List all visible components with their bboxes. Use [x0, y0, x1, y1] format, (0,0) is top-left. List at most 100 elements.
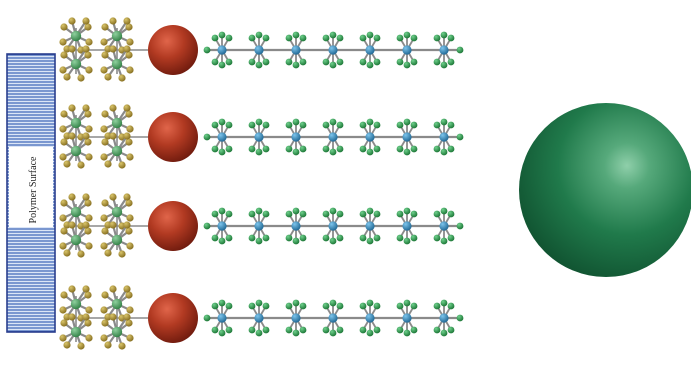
chain-side-atom [218, 118, 226, 126]
chain-side-atom [285, 145, 293, 153]
linker-ligand-atom [125, 51, 133, 59]
linker-ligand-atom [77, 161, 85, 169]
chain-side-atom [248, 34, 256, 42]
linker-ligand-atom [82, 17, 90, 25]
linker-unit [100, 45, 134, 82]
linker-ligand-atom [109, 132, 117, 140]
linker-ligand-atom [84, 199, 92, 207]
linker-core-atom [111, 145, 123, 157]
linker-ligand-atom [85, 306, 93, 314]
chain-side-atom [373, 210, 381, 218]
chain-side-atom [329, 61, 337, 69]
chain-side-atom [211, 234, 219, 242]
linker-ligand-atom [101, 51, 109, 59]
chain-side-atom [329, 237, 337, 245]
chain-terminal-atom [456, 46, 464, 54]
linker-unit [100, 132, 134, 169]
chain-backbone-atom [365, 45, 375, 55]
linker-unit [59, 221, 93, 258]
chain-side-atom [433, 121, 441, 129]
chain-side-atom [433, 326, 441, 334]
linker-ligand-atom [109, 221, 117, 229]
chain-side-atom [262, 121, 270, 129]
linker-ligand-atom [109, 285, 117, 293]
chain-side-atom [248, 210, 256, 218]
linker-core-atom [70, 117, 82, 129]
fluorocarbon-chain [203, 207, 464, 245]
chain-side-atom [433, 34, 441, 42]
linker-ligand-atom [100, 334, 108, 342]
chain-side-atom [299, 58, 307, 66]
chain-side-atom [299, 210, 307, 218]
chain-side-atom [447, 58, 455, 66]
linker-ligand-atom [85, 125, 93, 133]
chain-side-atom [410, 145, 418, 153]
linker-ligand-atom [125, 227, 133, 235]
chain-backbone-atom [328, 313, 338, 323]
linker-ligand-atom [123, 285, 131, 293]
linker-ligand-atom [126, 334, 134, 342]
linker-core-atom [70, 298, 82, 310]
linker-unit [59, 17, 93, 54]
linker-ligand-atom [59, 153, 67, 161]
chain-backbone-atom [328, 45, 338, 55]
linker-ligand-atom [63, 132, 71, 140]
linker-core-atom [70, 206, 82, 218]
chain-side-atom [410, 58, 418, 66]
linker-ligand-atom [104, 221, 112, 229]
chain-backbone-atom [328, 132, 338, 142]
chain-side-atom [292, 299, 300, 307]
chain-side-atom [262, 34, 270, 42]
polymer-surface-label-background [9, 147, 53, 227]
linker-ligand-atom [63, 160, 71, 168]
chain-side-atom [366, 118, 374, 126]
chain-side-atom [292, 207, 300, 215]
linker-ligand-atom [125, 110, 133, 118]
linker-ligand-atom [118, 161, 126, 169]
chain-side-atom [285, 326, 293, 334]
chain-side-atom [285, 34, 293, 42]
linker-ligand-atom [68, 285, 76, 293]
linker-ligand-atom [123, 132, 131, 140]
chain-side-atom [322, 145, 330, 153]
chain-side-atom [225, 210, 233, 218]
chain-side-atom [299, 34, 307, 42]
linker-ligand-atom [118, 342, 126, 350]
large-green-sphere [519, 103, 691, 277]
chain-side-atom [359, 326, 367, 334]
chain-side-atom [396, 121, 404, 129]
chain-backbone-atom [254, 132, 264, 142]
chain-side-atom [336, 234, 344, 242]
linker-ligand-atom [82, 193, 90, 201]
linker-ligand-atom [100, 125, 108, 133]
chain-side-atom [440, 329, 448, 337]
chain-side-atom [366, 207, 374, 215]
linker-layer [59, 17, 148, 350]
chain-side-atom [248, 58, 256, 66]
linker-ligand-atom [82, 104, 90, 112]
chain-backbone-atom [328, 221, 338, 231]
chain-side-atom [322, 326, 330, 334]
chain-terminal-atom [203, 133, 211, 141]
chain-backbone-atom [439, 45, 449, 55]
chain-side-atom [285, 121, 293, 129]
chain-backbone-atom [291, 45, 301, 55]
linker-ligand-atom [63, 221, 71, 229]
chain-side-atom [299, 145, 307, 153]
chain-side-atom [211, 302, 219, 310]
chain-side-atom [396, 234, 404, 242]
chain-side-atom [433, 234, 441, 242]
chain-side-atom [211, 145, 219, 153]
chain-side-atom [359, 121, 367, 129]
chain-side-atom [218, 207, 226, 215]
chain-side-atom [292, 118, 300, 126]
red-junction-sphere [148, 293, 198, 343]
chain-side-atom [218, 329, 226, 337]
linker-ligand-atom [101, 227, 109, 235]
chain-side-atom [292, 148, 300, 156]
fluorocarbon-chain [203, 118, 464, 156]
chain-side-atom [329, 31, 337, 39]
chain-side-atom [336, 121, 344, 129]
chain-side-atom [322, 34, 330, 42]
linker-ligand-atom [60, 110, 68, 118]
